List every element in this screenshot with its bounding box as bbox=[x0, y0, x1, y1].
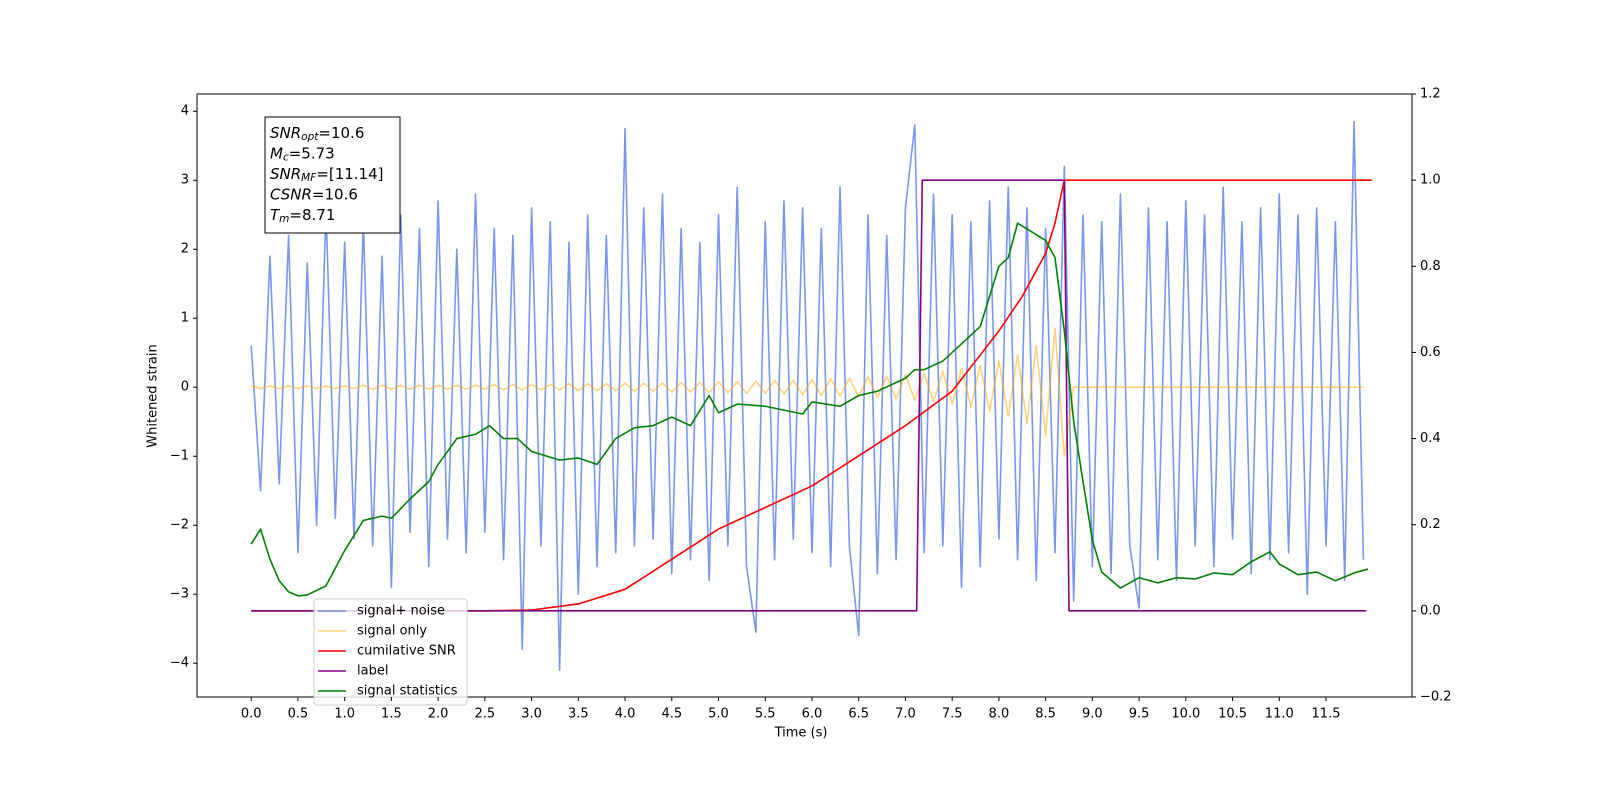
x-axis-label: Time (s) bbox=[774, 726, 828, 741]
annotation-value: =10.6 bbox=[312, 185, 358, 203]
annotation-symbol: T bbox=[270, 206, 281, 224]
legend-label: signal statistics bbox=[357, 684, 458, 699]
annotation-value: =5.73 bbox=[289, 144, 335, 162]
annotation-symbol: SNR bbox=[270, 165, 301, 183]
x-tick-label: 6.0 bbox=[802, 707, 823, 722]
series-line bbox=[250, 120, 1365, 671]
annotation-subscript: c bbox=[283, 152, 289, 164]
y-tick-label: −4 bbox=[170, 656, 189, 671]
y-tick-label: 2 bbox=[181, 242, 189, 257]
x-tick-label: 8.0 bbox=[989, 707, 1010, 722]
annotation-box: SNRopt=10.6Mc=5.73SNRMF=[11.14]CSNR=10.6… bbox=[264, 116, 401, 234]
x-tick-label: 7.5 bbox=[942, 707, 963, 722]
x-tick-label: 8.5 bbox=[1035, 707, 1056, 722]
x-tick-label: 3.5 bbox=[568, 707, 589, 722]
series-line bbox=[250, 327, 1364, 458]
annotation-text: SNRopt=10.6 bbox=[270, 124, 364, 144]
y2-tick-label: 0.8 bbox=[1420, 259, 1441, 274]
x-tick-label: 4.5 bbox=[661, 707, 682, 722]
y-tick-label: −3 bbox=[170, 587, 189, 602]
series-line bbox=[251, 179, 1372, 612]
y2-tick-label: 1.2 bbox=[1420, 87, 1441, 102]
annotation-subscript: MF bbox=[301, 172, 317, 184]
y-tick-label: 4 bbox=[181, 104, 189, 119]
x-tick-label: 6.5 bbox=[848, 707, 869, 722]
x-tick-label: 3.0 bbox=[521, 707, 542, 722]
x-tick-label: 1.5 bbox=[381, 707, 402, 722]
y-tick-label: 1 bbox=[181, 311, 189, 326]
series-line bbox=[250, 222, 1369, 597]
annotation-text: SNRMF=[11.14] bbox=[270, 165, 384, 185]
x-tick-label: 5.5 bbox=[755, 707, 776, 722]
annotation-text: CSNR=10.6 bbox=[270, 185, 358, 203]
x-tick-label: 2.5 bbox=[475, 707, 496, 722]
x-tick-label: 9.5 bbox=[1129, 707, 1150, 722]
x-tick-label: 11.0 bbox=[1265, 707, 1294, 722]
legend-label: cumilative SNR bbox=[357, 644, 456, 659]
annotation-frame bbox=[264, 116, 401, 234]
x-tick-label: 0.5 bbox=[288, 707, 309, 722]
y2-tick-label: 0.6 bbox=[1420, 345, 1441, 360]
y-tick-label: −1 bbox=[170, 449, 189, 464]
y-tick-label: 0 bbox=[181, 380, 189, 395]
annotation-subscript: m bbox=[279, 213, 289, 225]
annotation-text: Tm=8.71 bbox=[270, 206, 335, 226]
y-tick-label: −2 bbox=[170, 518, 189, 533]
axes-frame bbox=[196, 93, 1413, 698]
annotation-value: =8.71 bbox=[289, 206, 335, 224]
x-tick-label: 2.0 bbox=[428, 707, 449, 722]
y2-tick-label: 0.2 bbox=[1420, 517, 1441, 532]
x-tick-label: 0.0 bbox=[241, 707, 262, 722]
annotation-value: =[11.14] bbox=[316, 165, 383, 183]
y2-tick-label: 0.4 bbox=[1420, 431, 1441, 446]
series-line bbox=[251, 179, 1367, 612]
x-tick-label: 5.0 bbox=[708, 707, 729, 722]
annotation-symbol: SNR bbox=[270, 124, 301, 142]
legend: signal+ noise signal only cumilative SNR la… bbox=[313, 598, 468, 706]
legend-label: label bbox=[357, 664, 388, 679]
x-tick-label: 4.0 bbox=[615, 707, 636, 722]
legend-frame bbox=[313, 598, 468, 706]
y2-tick-label: 0.0 bbox=[1420, 603, 1441, 618]
plot-area bbox=[250, 120, 1372, 671]
x-tick-label: 9.0 bbox=[1082, 707, 1103, 722]
legend-label: signal+ noise bbox=[357, 604, 445, 619]
y-tick-label: 3 bbox=[181, 173, 189, 188]
annotation-symbol: CSNR bbox=[270, 185, 312, 203]
annotation-value: =10.6 bbox=[318, 124, 364, 142]
y2-tick-label: 1.0 bbox=[1420, 173, 1441, 188]
legend-label: signal only bbox=[357, 624, 427, 639]
x-tick-label: 7.0 bbox=[895, 707, 916, 722]
y2-tick-label: −0.2 bbox=[1420, 690, 1452, 705]
annotation-symbol: M bbox=[270, 144, 283, 162]
annotation-text: Mc=5.73 bbox=[270, 144, 335, 164]
x-tick-label: 10.0 bbox=[1171, 707, 1200, 722]
y-axis-label: Whitened strain bbox=[146, 344, 161, 447]
x-tick-label: 1.0 bbox=[334, 707, 355, 722]
x-tick-label: 11.5 bbox=[1312, 707, 1341, 722]
annotation-subscript: opt bbox=[301, 131, 319, 143]
x-tick-label: 10.5 bbox=[1218, 707, 1247, 722]
